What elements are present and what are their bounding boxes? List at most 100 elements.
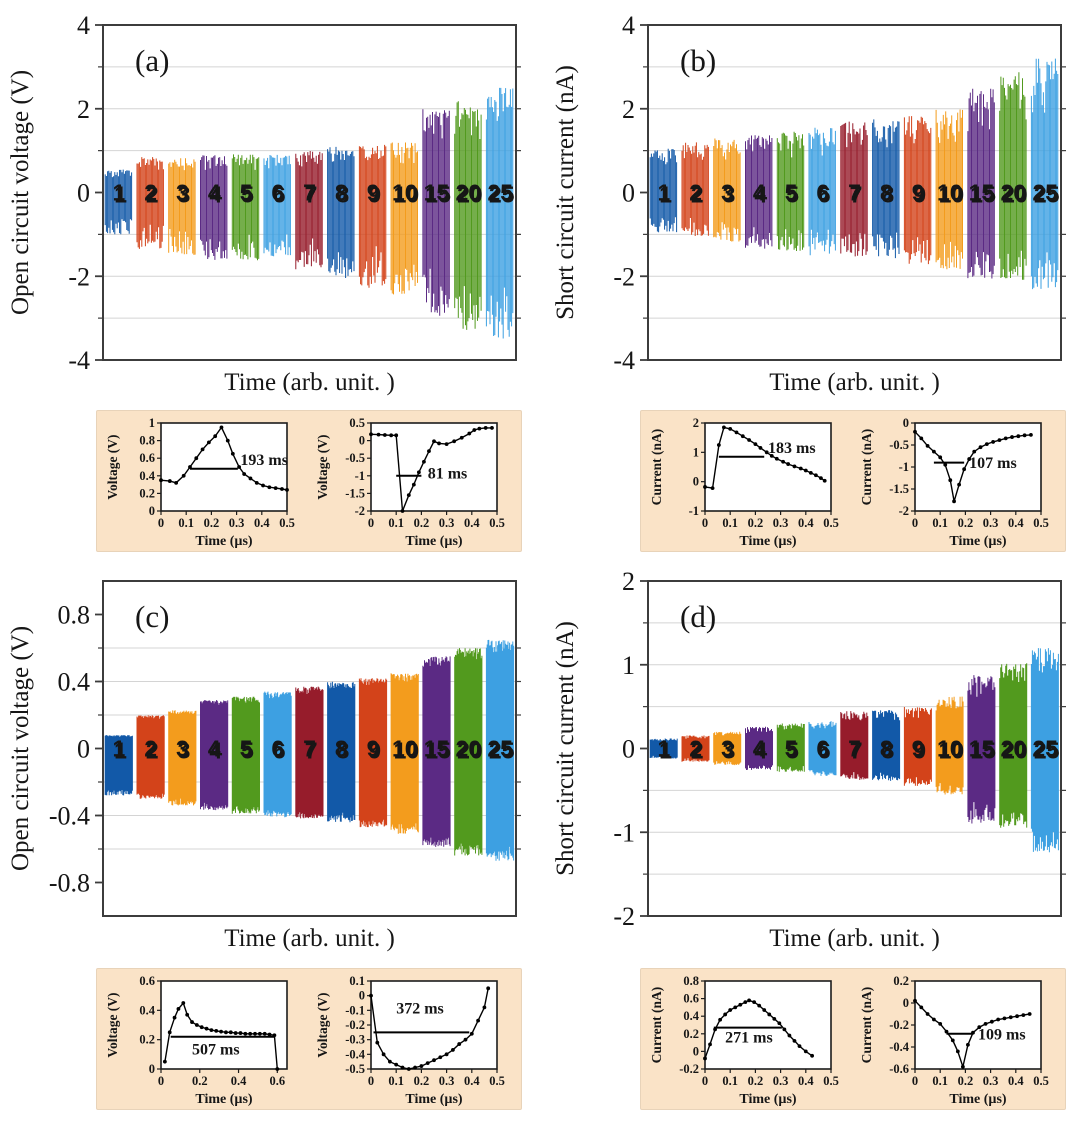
svg-text:0.3: 0.3 xyxy=(439,1074,455,1088)
svg-text:-0.8: -0.8 xyxy=(49,869,90,898)
svg-text:5: 5 xyxy=(241,181,254,207)
svg-text:107 ms: 107 ms xyxy=(969,455,1017,472)
panel-a-inset-positive-pulse: 1 0.8 0.6 0.4 0.2 00 0.1 0.2 0.3 0.4 0.5 193 ms Volt… xyxy=(105,416,295,549)
svg-text:25: 25 xyxy=(1032,736,1058,762)
svg-text:0.3: 0.3 xyxy=(773,1074,789,1088)
svg-text:8: 8 xyxy=(881,737,894,763)
svg-text:0.3: 0.3 xyxy=(439,516,455,530)
svg-text:Time (µs): Time (µs) xyxy=(405,1092,463,1107)
svg-text:3: 3 xyxy=(721,180,734,206)
svg-text:0.8: 0.8 xyxy=(683,974,699,988)
svg-text:9: 9 xyxy=(913,181,926,207)
svg-text:3: 3 xyxy=(723,181,736,207)
svg-text:7: 7 xyxy=(850,737,863,763)
svg-text:25: 25 xyxy=(489,181,515,207)
svg-text:2: 2 xyxy=(144,736,157,762)
panel-d-inset-box: 0.8 0.6 0.4 0.2 0 -0.2 0 0.1 0.2 0.3 0.4 0.5 271 ms C… xyxy=(640,968,1066,1110)
svg-text:25: 25 xyxy=(1032,180,1058,206)
svg-text:0.4: 0.4 xyxy=(1008,516,1024,530)
svg-text:(d): (d) xyxy=(680,599,716,634)
svg-text:-1: -1 xyxy=(355,469,365,483)
svg-text:0: 0 xyxy=(903,996,909,1010)
svg-text:0.2: 0.2 xyxy=(748,1074,764,1088)
panel-c-inset-negative-pulse: 0.10-0.1-0.2-0.3-0.4-0.50 0.1 0.2 0.3 0.4 0.5… xyxy=(315,974,505,1107)
svg-text:3: 3 xyxy=(178,737,191,763)
svg-text:0.4: 0.4 xyxy=(464,1074,480,1088)
svg-text:2: 2 xyxy=(146,181,159,207)
svg-text:-4: -4 xyxy=(613,346,635,375)
svg-text:0.5: 0.5 xyxy=(1033,516,1049,530)
svg-text:15: 15 xyxy=(425,181,451,207)
svg-text:10: 10 xyxy=(394,181,420,207)
svg-text:-2: -2 xyxy=(899,504,909,518)
svg-text:8: 8 xyxy=(880,736,893,762)
svg-text:10: 10 xyxy=(939,737,965,763)
svg-text:0.2: 0.2 xyxy=(139,486,155,500)
svg-text:0.6: 0.6 xyxy=(683,992,699,1006)
svg-text:10: 10 xyxy=(392,736,418,762)
svg-text:4: 4 xyxy=(754,737,767,763)
svg-text:0.5: 0.5 xyxy=(823,1074,839,1088)
svg-text:-0.4: -0.4 xyxy=(49,802,90,831)
svg-text:0.1: 0.1 xyxy=(722,1074,738,1088)
svg-text:25: 25 xyxy=(487,736,513,762)
svg-text:Voltage (V): Voltage (V) xyxy=(315,992,330,1057)
svg-text:Open circuit voltage (V): Open circuit voltage (V) xyxy=(7,626,34,871)
svg-text:6: 6 xyxy=(271,736,284,762)
svg-text:2: 2 xyxy=(77,95,90,124)
panel-b-inset-box: 2 1 0 -1 0 0.1 0.2 0.3 0.4 0.5 183 ms Current (nA) T… xyxy=(640,410,1066,552)
svg-text:2: 2 xyxy=(691,181,704,207)
svg-text:8: 8 xyxy=(881,181,894,207)
svg-text:4: 4 xyxy=(753,736,766,762)
svg-text:0: 0 xyxy=(368,516,374,530)
svg-text:0.5: 0.5 xyxy=(349,416,365,430)
svg-text:2: 2 xyxy=(689,180,702,206)
svg-text:9: 9 xyxy=(367,736,380,762)
svg-text:-0.5: -0.5 xyxy=(345,451,365,465)
svg-text:15: 15 xyxy=(969,736,995,762)
svg-text:-0.4: -0.4 xyxy=(345,1047,366,1061)
svg-text:3: 3 xyxy=(723,737,736,763)
svg-text:0.2: 0.2 xyxy=(683,1027,699,1041)
svg-text:-1: -1 xyxy=(899,460,909,474)
svg-text:15: 15 xyxy=(970,737,996,763)
svg-text:20: 20 xyxy=(1001,180,1027,206)
svg-text:(c): (c) xyxy=(135,599,169,634)
svg-text:Time (arb. unit. ): Time (arb. unit. ) xyxy=(769,369,940,396)
svg-text:Time (µs): Time (µs) xyxy=(739,1092,797,1107)
svg-text:4: 4 xyxy=(209,181,222,207)
svg-text:5: 5 xyxy=(786,737,799,763)
svg-text:5: 5 xyxy=(240,180,253,206)
svg-text:0.4: 0.4 xyxy=(139,469,155,483)
svg-text:4: 4 xyxy=(77,11,90,40)
svg-text:20: 20 xyxy=(456,736,482,762)
svg-text:-2: -2 xyxy=(613,262,635,291)
svg-text:0.3: 0.3 xyxy=(983,1074,999,1088)
svg-text:15: 15 xyxy=(424,180,450,206)
svg-text:507 ms: 507 ms xyxy=(192,1041,240,1058)
svg-text:7: 7 xyxy=(848,180,861,206)
svg-text:0: 0 xyxy=(903,416,909,430)
svg-text:6: 6 xyxy=(273,737,286,763)
svg-text:271 ms: 271 ms xyxy=(725,1030,773,1047)
svg-text:20: 20 xyxy=(456,180,482,206)
svg-text:-1.5: -1.5 xyxy=(345,486,365,500)
svg-text:Time (µs): Time (µs) xyxy=(195,1092,253,1107)
svg-text:0: 0 xyxy=(693,475,699,489)
svg-text:0.4: 0.4 xyxy=(1008,1074,1024,1088)
svg-text:4: 4 xyxy=(209,737,222,763)
svg-text:0.2: 0.2 xyxy=(204,516,220,530)
svg-text:0: 0 xyxy=(912,516,918,530)
svg-text:0: 0 xyxy=(693,1044,699,1058)
svg-text:0.1: 0.1 xyxy=(388,1074,404,1088)
svg-text:7: 7 xyxy=(303,180,316,206)
svg-text:Current (nA): Current (nA) xyxy=(859,429,874,506)
svg-text:(b): (b) xyxy=(680,43,716,78)
svg-text:7: 7 xyxy=(303,736,316,762)
svg-text:2: 2 xyxy=(693,416,699,430)
svg-text:1: 1 xyxy=(622,651,635,680)
